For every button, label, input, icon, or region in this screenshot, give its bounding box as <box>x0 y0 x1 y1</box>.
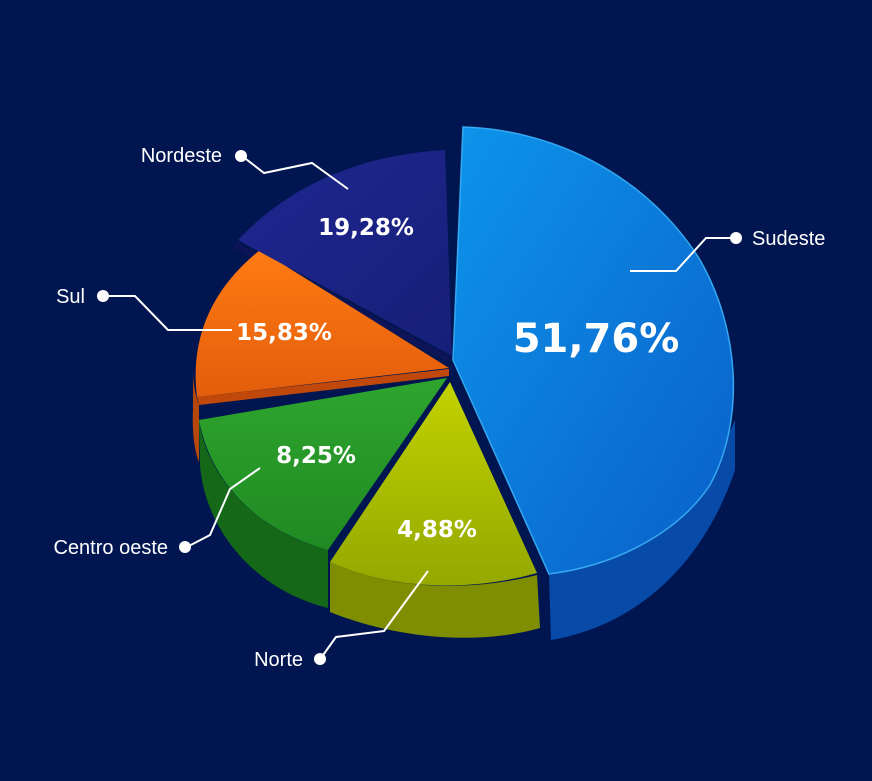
value-label-centro-oeste: 8,25% <box>276 443 356 469</box>
slice-side-sudeste <box>549 420 735 640</box>
leader-line-sudeste <box>630 237 735 272</box>
slice-side-norte <box>330 562 540 638</box>
leader-line-norte <box>320 570 429 659</box>
category-label-nordeste: Nordeste <box>141 145 222 167</box>
value-label-nordeste: 19,28% <box>318 215 414 241</box>
category-label-centro-oeste: Centro oeste <box>53 537 168 559</box>
category-labels: Sudeste Norte Centro oeste Sul Nordeste <box>53 145 825 671</box>
slice-sudeste <box>452 126 735 575</box>
leader-line-sul <box>103 295 232 331</box>
leader-dot-nordeste <box>235 150 247 162</box>
slice-side-sul-rim <box>197 369 449 405</box>
leader-dot-sul <box>97 290 109 302</box>
slice-side-centro <box>199 420 328 608</box>
leader-line-centro-oeste <box>186 467 261 548</box>
slice-side-sul <box>192 372 199 462</box>
leader-dot-norte <box>314 653 326 665</box>
slice-norte <box>330 382 537 586</box>
value-labels: 51,76% 4,88% 8,25% 15,83% 19,28% <box>236 215 679 543</box>
category-label-norte: Norte <box>254 649 303 671</box>
leader-lines <box>103 155 735 659</box>
leader-dots <box>97 150 742 665</box>
category-label-sudeste: Sudeste <box>752 228 825 250</box>
slice-nordeste <box>238 150 452 356</box>
leader-dot-sudeste <box>730 232 742 244</box>
value-label-norte: 4,88% <box>397 517 477 543</box>
slice-tops <box>195 126 735 586</box>
slice-sul <box>195 250 449 397</box>
value-label-sul: 15,83% <box>236 320 332 346</box>
slice-centro-oeste <box>199 378 447 550</box>
value-label-sudeste: 51,76% <box>513 316 680 362</box>
category-label-sul: Sul <box>56 286 85 308</box>
leader-line-nordeste <box>241 155 349 190</box>
leader-dot-centro-oeste <box>179 541 191 553</box>
